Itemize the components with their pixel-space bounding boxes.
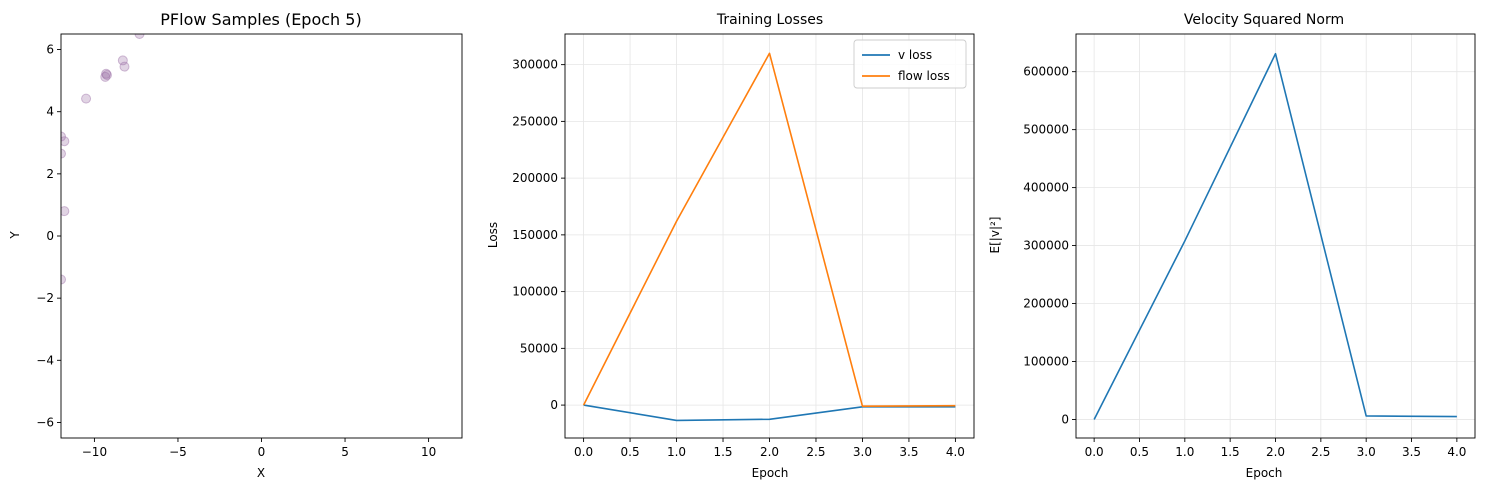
scatter-x-tick-label: 0 [258, 445, 266, 459]
losses-x-tick-label: 0.5 [621, 445, 640, 459]
scatter-axes-frame [60, 33, 463, 439]
scatter-x-tick-label: 5 [341, 445, 349, 459]
velocity-x-tick-label: 3.0 [1357, 445, 1376, 459]
losses-title: Training Losses [716, 12, 823, 28]
velocity-x-tick-label: 0.5 [1130, 445, 1149, 459]
velocity-series-line-1 [1093, 52, 1457, 420]
velocity-x-tick-label: 3.5 [1402, 445, 1421, 459]
losses-y-tick-label: 100000 [512, 285, 558, 299]
losses-legend: v loss flow loss [853, 39, 967, 89]
scatter-point [134, 34, 145, 39]
scatter-point [81, 93, 92, 104]
scatter-point [117, 55, 128, 66]
velocity-x-tick-label: 1.0 [1175, 445, 1194, 459]
losses-legend-label-2: flow loss [898, 69, 950, 83]
velocity-y-tick-label: 500000 [1023, 123, 1069, 137]
losses-panel: Training Losses Epoch Loss 0.0 0.5 1.0 1.5 2… [486, 12, 975, 480]
losses-y-axis-label: Loss [486, 222, 500, 248]
scatter-x-axis-label: X [257, 466, 265, 480]
velocity-data-layer [1093, 52, 1457, 420]
losses-x-tick-label: 2.5 [806, 445, 825, 459]
velocity-y-tick-label: 300000 [1023, 239, 1069, 253]
velocity-y-axis-label: E[|v|²] [988, 217, 1002, 254]
scatter-point [61, 206, 70, 217]
velocity-x-axis-label: Epoch [1246, 466, 1283, 480]
losses-x-tick-label: 2.0 [760, 445, 779, 459]
velocity-y-tick-label: 0 [1061, 412, 1069, 426]
scatter-y-tick-label: 2 [46, 167, 54, 181]
velocity-y-tick-label: 600000 [1023, 65, 1069, 79]
losses-x-tick-label: 4.0 [946, 445, 965, 459]
scatter-point [119, 61, 130, 72]
scatter-y-tick-label: 0 [46, 229, 54, 243]
losses-series-line-2 [582, 52, 956, 408]
velocity-x-tick-label: 1.5 [1221, 445, 1240, 459]
scatter-x-tick-label: 10 [421, 445, 436, 459]
losses-y-tick-label: 200000 [512, 171, 558, 185]
losses-y-tick-label: 250000 [512, 114, 558, 128]
scatter-data-layer [61, 34, 145, 285]
scatter-title: PFlow Samples (Epoch 5) [160, 10, 361, 29]
scatter-y-tick-label: 4 [46, 105, 54, 119]
velocity-title: Velocity Squared Norm [1184, 12, 1344, 28]
losses-x-tick-label: 1.0 [667, 445, 686, 459]
scatter-y-tick-label: −4 [36, 353, 54, 367]
velocity-y-tick-label: 400000 [1023, 181, 1069, 195]
losses-data-layer [582, 52, 956, 422]
scatter-y-tick-label: −2 [36, 291, 54, 305]
scatter-x-tick-label: −5 [169, 445, 187, 459]
velocity-x-tick-label: 2.5 [1311, 445, 1330, 459]
scatter-y-tick-label: −6 [36, 415, 54, 429]
scatter-point [100, 71, 111, 82]
losses-x-axis-label: Epoch [752, 466, 789, 480]
losses-x-tick-label: 1.5 [713, 445, 732, 459]
scatter-y-axis-label: Y [8, 231, 22, 240]
scatter-y-tick-label: 6 [46, 43, 54, 57]
scatter-point [61, 148, 66, 159]
velocity-y-tick-label: 100000 [1023, 354, 1069, 368]
losses-x-tick-label: 3.0 [853, 445, 872, 459]
losses-y-tick-label: 300000 [512, 58, 558, 72]
velocity-x-tick-label: 0.0 [1085, 445, 1104, 459]
velocity-y-tick-label: 200000 [1023, 297, 1069, 311]
losses-y-tick-label: 150000 [512, 228, 558, 242]
losses-y-tick-label: 50000 [520, 341, 558, 355]
velocity-panel: Velocity Squared Norm Epoch E[|v|²] 0.0 0… [988, 12, 1476, 480]
scatter-point [101, 70, 112, 81]
scatter-point [61, 274, 66, 285]
scatter-point [101, 68, 112, 79]
losses-y-tick-label: 0 [550, 398, 558, 412]
scatter-panel: PFlow Samples (Epoch 5) X Y −10 −5 0 5 10 −6 −… [8, 10, 463, 480]
losses-x-tick-label: 3.5 [899, 445, 918, 459]
losses-legend-label-1: v loss [898, 48, 932, 62]
scatter-point [61, 131, 66, 142]
velocity-x-tick-label: 4.0 [1447, 445, 1466, 459]
scatter-x-tick-label: −10 [82, 445, 107, 459]
scatter-point [61, 136, 70, 147]
velocity-x-tick-label: 2.0 [1266, 445, 1285, 459]
losses-x-tick-label: 0.0 [574, 445, 593, 459]
